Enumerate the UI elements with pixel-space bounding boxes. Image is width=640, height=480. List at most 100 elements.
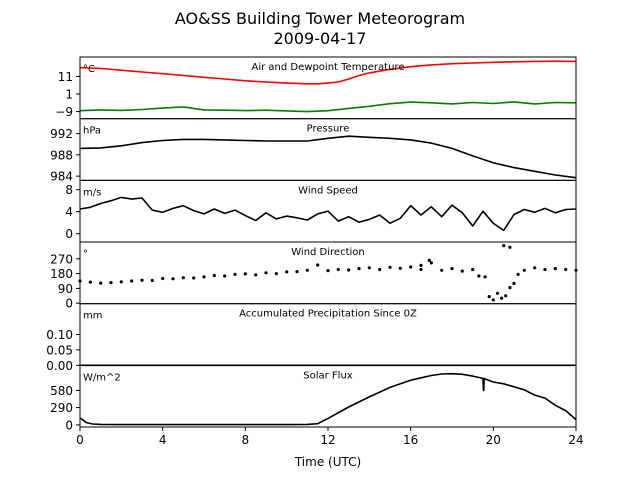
data-point <box>264 271 268 275</box>
data-point <box>522 268 526 272</box>
data-point <box>491 298 495 302</box>
data-point <box>440 268 444 272</box>
y-tick-label: 0.10 <box>46 328 73 342</box>
panel-unit: hPa <box>83 126 101 137</box>
y-tick-label: −9 <box>55 105 73 119</box>
data-point <box>500 296 504 300</box>
x-axis: 0 4 8 12 16 20 24 <box>76 427 584 447</box>
data-point <box>140 278 144 282</box>
x-axis-label: Time (UTC) <box>294 455 361 469</box>
data-point <box>495 291 500 295</box>
data-point <box>336 267 340 272</box>
data-point <box>305 268 309 272</box>
data-point <box>429 261 433 265</box>
panel-pressure: 992 988 984 Pressure hPa <box>50 118 577 184</box>
y-tick-label: 270 <box>50 252 73 266</box>
panel-unit: m/s <box>83 187 101 198</box>
panel-title: Wind Speed <box>298 185 358 196</box>
data-point <box>553 267 557 271</box>
series-line-1 <box>79 101 577 113</box>
data-point <box>419 267 423 272</box>
data-point <box>543 267 547 272</box>
data-point <box>150 278 154 283</box>
data-point <box>130 279 134 283</box>
data-point <box>398 266 402 270</box>
data-point <box>161 276 165 281</box>
y-tick-label: 988 <box>50 148 73 162</box>
data-point <box>508 286 512 290</box>
y-tick-label: 4 <box>65 205 73 219</box>
y-tick-label: 0.00 <box>46 359 73 373</box>
data-point <box>483 275 487 279</box>
data-point <box>223 274 227 278</box>
data-point <box>419 263 423 267</box>
x-tick-label: 12 <box>320 433 335 447</box>
data-point <box>212 273 216 278</box>
data-point <box>295 270 299 274</box>
data-point <box>202 275 206 279</box>
y-tick-label: 290 <box>50 401 73 415</box>
data-point <box>88 280 92 284</box>
data-point <box>427 258 431 262</box>
panel-unit: ° <box>83 249 88 260</box>
panel-title: Pressure <box>307 124 350 135</box>
x-tick-label: 4 <box>159 433 167 447</box>
data-point <box>347 268 351 272</box>
data-point <box>502 244 506 248</box>
x-tick-label: 0 <box>76 433 84 447</box>
data-point <box>192 276 196 280</box>
y-tick-label: 90 <box>58 282 73 296</box>
data-point <box>471 267 475 272</box>
data-point <box>274 272 278 276</box>
x-tick-label: 8 <box>241 433 249 447</box>
series-line-0 <box>79 196 577 232</box>
data-point <box>533 266 537 270</box>
data-point <box>450 267 454 271</box>
data-point <box>378 267 382 272</box>
data-point <box>243 272 247 276</box>
y-tick-label: 0 <box>65 227 73 241</box>
x-tick-label: 20 <box>486 433 501 447</box>
y-tick-label: 0 <box>65 418 73 432</box>
data-point <box>233 272 237 276</box>
panel-precip: 0.100.05 0.00 Accumulated Precipitation Si… <box>46 303 577 373</box>
y-tick-label: 0 <box>65 297 73 311</box>
y-tick-label: 984 <box>50 170 73 184</box>
data-point <box>357 267 361 271</box>
series-line-0 <box>79 60 577 85</box>
data-point <box>316 263 320 267</box>
data-point <box>99 281 103 285</box>
data-point <box>171 277 175 281</box>
y-tick-label: 580 <box>50 384 73 398</box>
panel-title: Wind Direction <box>291 247 365 258</box>
panel-title: Air and Dewpoint Temperature <box>252 62 405 73</box>
y-tick-label: 180 <box>50 267 73 281</box>
data-point <box>477 274 481 278</box>
panel-unit: mm <box>83 311 102 322</box>
y-tick-label: 8 <box>65 183 73 197</box>
y-tick-label: 1 <box>65 88 73 102</box>
data-point <box>367 266 371 270</box>
panel-title: Solar Flux <box>303 370 353 381</box>
data-point <box>109 281 113 285</box>
series-line-0 <box>79 372 577 426</box>
x-tick-label: 16 <box>403 433 418 447</box>
data-point <box>487 295 491 299</box>
panel-wind-speed: 8 4 0 Wind Speed m/s <box>65 179 577 243</box>
y-tick-label: 0.05 <box>46 343 73 357</box>
data-point <box>326 269 330 273</box>
panel-unit: W/m^2 <box>83 372 121 383</box>
figure-subtitle: 2009-04-17 <box>274 29 367 48</box>
data-point <box>564 267 568 272</box>
data-point <box>119 280 123 284</box>
data-point <box>254 273 258 277</box>
data-point <box>508 245 512 249</box>
data-point <box>388 265 392 269</box>
data-point <box>181 276 185 280</box>
panel-title: Accumulated Precipitation Since 0Z <box>239 309 417 320</box>
y-tick-label: 992 <box>50 127 73 141</box>
